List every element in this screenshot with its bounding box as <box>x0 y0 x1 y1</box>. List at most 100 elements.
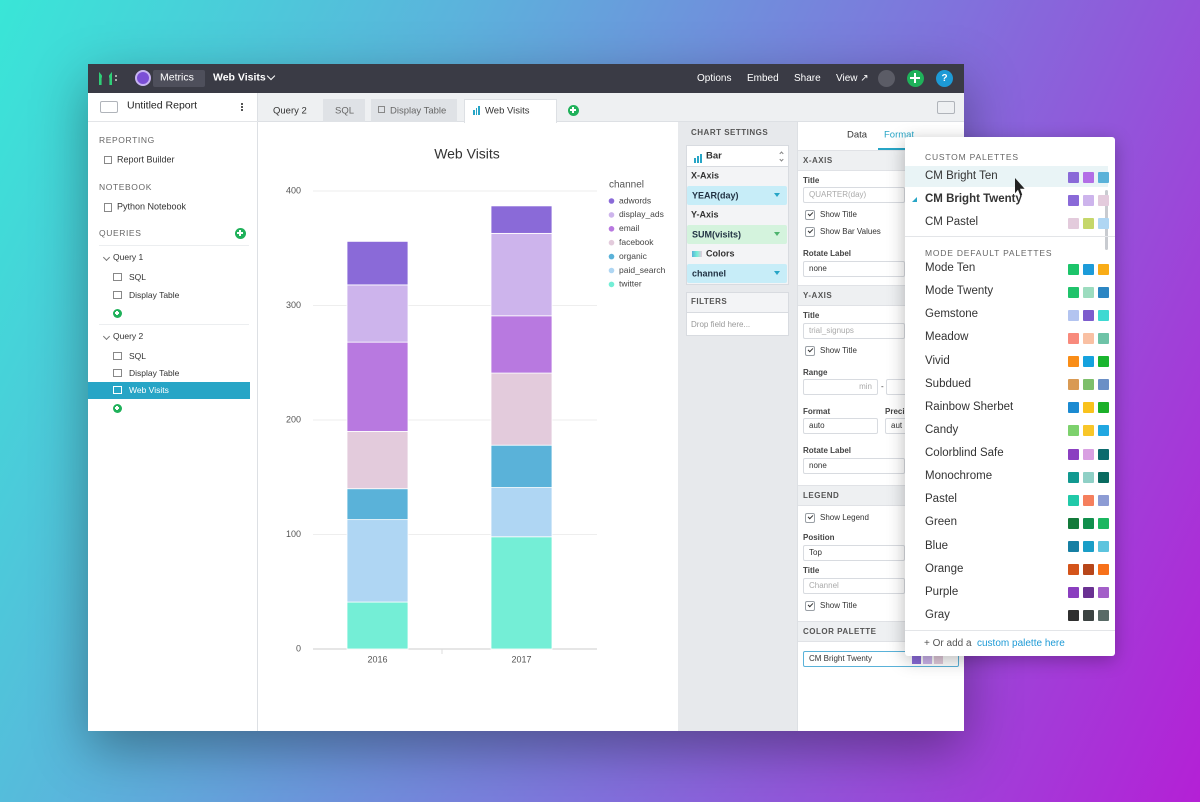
collapse-button[interactable] <box>100 101 118 113</box>
swatch <box>1068 171 1079 183</box>
item-icon <box>113 352 122 360</box>
title-placeholder: Channel <box>809 581 839 591</box>
swatch <box>1083 356 1094 368</box>
report[interactable]: Web Visits <box>213 71 266 84</box>
input[interactable] <box>803 458 905 474</box>
add-button[interactable] <box>112 308 122 318</box>
title-placeholder: QUARTER(day) <box>809 190 867 200</box>
item-icon <box>113 386 122 394</box>
menu-item[interactable]: View ↗ <box>836 73 869 84</box>
panel-tab[interactable]: Data <box>847 129 868 141</box>
swatch <box>1083 332 1094 344</box>
input[interactable] <box>803 261 905 277</box>
tab-label[interactable]: Query 2 <box>273 104 307 116</box>
reporting: REPORTING <box>99 134 155 145</box>
tab-icon <box>478 106 480 115</box>
chart-icon <box>700 154 702 163</box>
add-button[interactable] <box>906 69 924 87</box>
checkbox[interactable] <box>805 513 815 523</box>
field-pill[interactable] <box>687 186 787 205</box>
swatch <box>934 655 943 664</box>
swatch <box>912 655 921 664</box>
tab-label[interactable]: Display Table <box>390 104 447 116</box>
panel-tab[interactable]: Format <box>884 129 915 141</box>
items[interactable]: SQL <box>129 350 147 361</box>
colors-field: channel <box>692 268 727 279</box>
add-button[interactable] <box>567 104 579 116</box>
swatch <box>1083 217 1094 229</box>
tab-label[interactable]: SQL <box>335 104 355 116</box>
header: X-AXIS <box>803 155 833 165</box>
report-builder[interactable]: Report Builder <box>117 154 175 165</box>
menu-dot <box>241 106 243 108</box>
plus-bar <box>572 106 574 114</box>
swatch <box>1068 217 1079 229</box>
rotate-value: none <box>809 264 827 274</box>
field-pill[interactable] <box>687 225 787 244</box>
input[interactable] <box>803 187 905 203</box>
check-mark <box>807 601 814 608</box>
swatch <box>1068 332 1079 344</box>
tab <box>323 99 365 122</box>
pill-arrow <box>774 193 780 197</box>
swatch <box>1083 194 1094 206</box>
logo-stroke <box>99 72 112 85</box>
swatch <box>923 655 932 664</box>
title-placeholder: trial_signups <box>809 326 854 336</box>
swatch <box>1098 541 1109 553</box>
brand[interactable]: Metrics <box>160 71 194 84</box>
chart-type-select[interactable] <box>686 145 789 167</box>
checkbox[interactable] <box>805 210 815 220</box>
tab-label[interactable]: Web Visits <box>485 104 530 116</box>
menu-item[interactable]: Share <box>794 73 821 84</box>
queries: QUERIES <box>99 227 142 238</box>
swatch <box>1098 379 1109 391</box>
search-button[interactable] <box>878 70 895 87</box>
swatch <box>1083 286 1094 298</box>
field-pill[interactable] <box>687 264 787 283</box>
items[interactable]: Web Visits <box>129 384 169 395</box>
x-axis: X-Axis <box>691 170 720 181</box>
swatch <box>1083 425 1094 437</box>
input[interactable] <box>803 545 905 561</box>
add-button[interactable] <box>112 403 122 413</box>
header: COLOR PALETTE <box>803 626 877 636</box>
input[interactable] <box>886 379 916 395</box>
swatch <box>1083 587 1094 599</box>
swatch <box>1098 402 1109 414</box>
help-button[interactable] <box>936 70 953 87</box>
checkbox[interactable] <box>805 346 815 356</box>
pill-arrow <box>774 271 780 275</box>
title-label: Title <box>803 566 820 576</box>
items[interactable]: Display Table <box>129 289 180 300</box>
plus-bar <box>116 310 118 316</box>
swatch <box>1083 610 1094 622</box>
show-title: Show Title <box>820 601 857 611</box>
logo-dot <box>115 75 117 77</box>
show-title: Show Title <box>820 210 857 220</box>
swatch <box>1098 448 1109 460</box>
swatch <box>1083 263 1094 275</box>
header: LEGEND <box>803 490 840 500</box>
menu-dot <box>241 109 243 111</box>
name[interactable]: Query 2 <box>113 330 144 341</box>
tab-underline <box>878 148 920 150</box>
add-button[interactable] <box>234 227 246 239</box>
name[interactable]: Query 1 <box>113 251 144 262</box>
input[interactable] <box>803 418 878 434</box>
pill-arrow <box>774 232 780 236</box>
items[interactable]: Display Table <box>129 367 180 378</box>
logo <box>99 72 119 85</box>
menu-item[interactable]: Embed <box>747 73 779 84</box>
expand-button[interactable] <box>937 101 955 114</box>
menu-item[interactable]: Options <box>697 73 732 84</box>
checkbox[interactable] <box>805 601 815 611</box>
input[interactable] <box>803 578 905 594</box>
input[interactable] <box>803 323 905 339</box>
checkbox[interactable] <box>805 227 815 237</box>
python-notebook[interactable]: Python Notebook <box>117 201 187 212</box>
palette-link[interactable]: custom palette here <box>977 638 1065 649</box>
input[interactable] <box>803 379 878 395</box>
plus-bar <box>116 405 118 411</box>
items[interactable]: SQL <box>129 271 147 282</box>
